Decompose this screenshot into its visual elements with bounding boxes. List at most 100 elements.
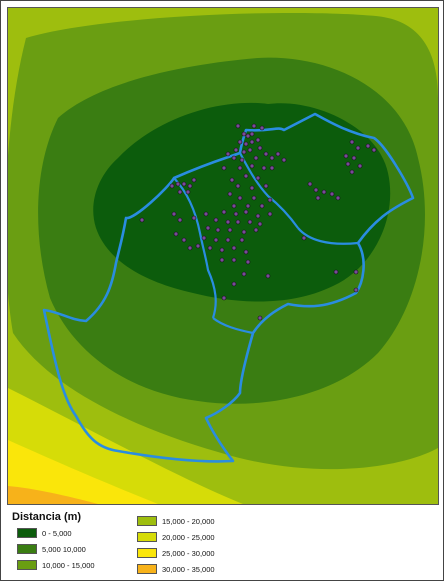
sample-point [357, 163, 363, 169]
sample-point [195, 243, 201, 249]
sample-point [225, 219, 231, 225]
legend-item-5000-10000: 5,000 10,000 [17, 543, 86, 555]
sample-point [247, 147, 253, 153]
sample-point [251, 123, 257, 129]
internal-boundary-south [212, 317, 254, 335]
sample-point [191, 215, 197, 221]
sample-point [215, 227, 221, 233]
sample-point [349, 169, 355, 175]
sample-point [261, 165, 267, 171]
sample-point [343, 153, 349, 159]
sample-point [255, 137, 261, 143]
legend-item-10000-15000: 10,000 - 15,000 [17, 559, 95, 571]
sample-point [231, 281, 237, 287]
sample-point [241, 149, 247, 155]
legend-label: 25,000 - 30,000 [162, 548, 215, 558]
legend-label: 0 - 5,000 [42, 528, 72, 538]
sample-point [231, 257, 237, 263]
sample-point [203, 211, 209, 217]
sample-point [313, 187, 319, 193]
sample-point [365, 143, 371, 149]
sample-point [235, 183, 241, 189]
legend-swatch [137, 532, 157, 542]
sample-point [267, 211, 273, 217]
sample-point [245, 203, 251, 209]
study-area-boundary [42, 112, 415, 463]
legend-item-20000-25000: 20,000 - 25,000 [137, 531, 215, 543]
legend-item-0-5000: 0 - 5,000 [17, 527, 72, 539]
sample-point [235, 219, 241, 225]
sample-point [237, 139, 243, 145]
sample-point [241, 229, 247, 235]
sample-point [177, 189, 183, 195]
sample-point [239, 237, 245, 243]
sample-point [231, 155, 237, 161]
sample-point [221, 295, 227, 301]
sample-point [239, 157, 245, 163]
sample-point [253, 155, 259, 161]
sample-point [345, 161, 351, 167]
sample-point [243, 173, 249, 179]
legend-label: 15,000 - 20,000 [162, 516, 215, 526]
sample-point [301, 235, 307, 241]
legend-swatch [137, 564, 157, 574]
sample-point [185, 189, 191, 195]
sample-point [221, 165, 227, 171]
sample-point [253, 227, 259, 233]
sample-point [235, 123, 241, 129]
legend-item-15000-20000: 15,000 - 20,000 [137, 515, 215, 527]
sample-point [269, 155, 275, 161]
sample-point [247, 219, 253, 225]
legend-swatch [137, 548, 157, 558]
legend: Distancia (m) 0 - 5,000 5,000 10,000 10,… [7, 510, 439, 578]
sample-point [263, 183, 269, 189]
internal-boundary-west [173, 177, 217, 319]
sample-point [241, 271, 247, 277]
sample-point [219, 247, 225, 253]
sample-point [265, 273, 271, 279]
sample-point [213, 217, 219, 223]
sample-point [355, 145, 361, 151]
sample-point [231, 203, 237, 209]
sample-point [229, 177, 235, 183]
sample-point [205, 225, 211, 231]
sample-point [207, 245, 213, 251]
sample-point [237, 165, 243, 171]
sample-point [245, 259, 251, 265]
sample-point [175, 181, 181, 187]
sample-point [181, 237, 187, 243]
sample-point [263, 151, 269, 157]
sample-points [139, 123, 377, 321]
sample-point [231, 245, 237, 251]
sample-point [249, 131, 255, 137]
sample-point [269, 165, 275, 171]
legend-label: 10,000 - 15,000 [42, 560, 95, 570]
zone-0-5000 [93, 102, 391, 302]
sample-point [187, 245, 193, 251]
legend-label: 5,000 10,000 [42, 544, 86, 554]
sample-point [315, 195, 321, 201]
sample-point [177, 217, 183, 223]
sample-point [227, 227, 233, 233]
sample-point [307, 181, 313, 187]
sample-point [371, 147, 377, 153]
legend-swatch [17, 560, 37, 570]
legend-swatch [137, 516, 157, 526]
sample-point [241, 131, 247, 137]
sample-point [351, 155, 357, 161]
legend-item-25000-30000: 25,000 - 30,000 [137, 547, 215, 559]
sample-point [249, 163, 255, 169]
internal-boundary-east [297, 227, 359, 245]
sample-point [169, 183, 175, 189]
distance-raster-map [8, 8, 438, 504]
sample-point [255, 175, 261, 181]
sample-point [233, 147, 239, 153]
legend-swatch [17, 544, 37, 554]
sample-point [243, 249, 249, 255]
sample-point [227, 191, 233, 197]
sample-point [139, 217, 145, 223]
sample-point [257, 221, 263, 227]
sample-point [329, 191, 335, 197]
sample-point [243, 141, 249, 147]
